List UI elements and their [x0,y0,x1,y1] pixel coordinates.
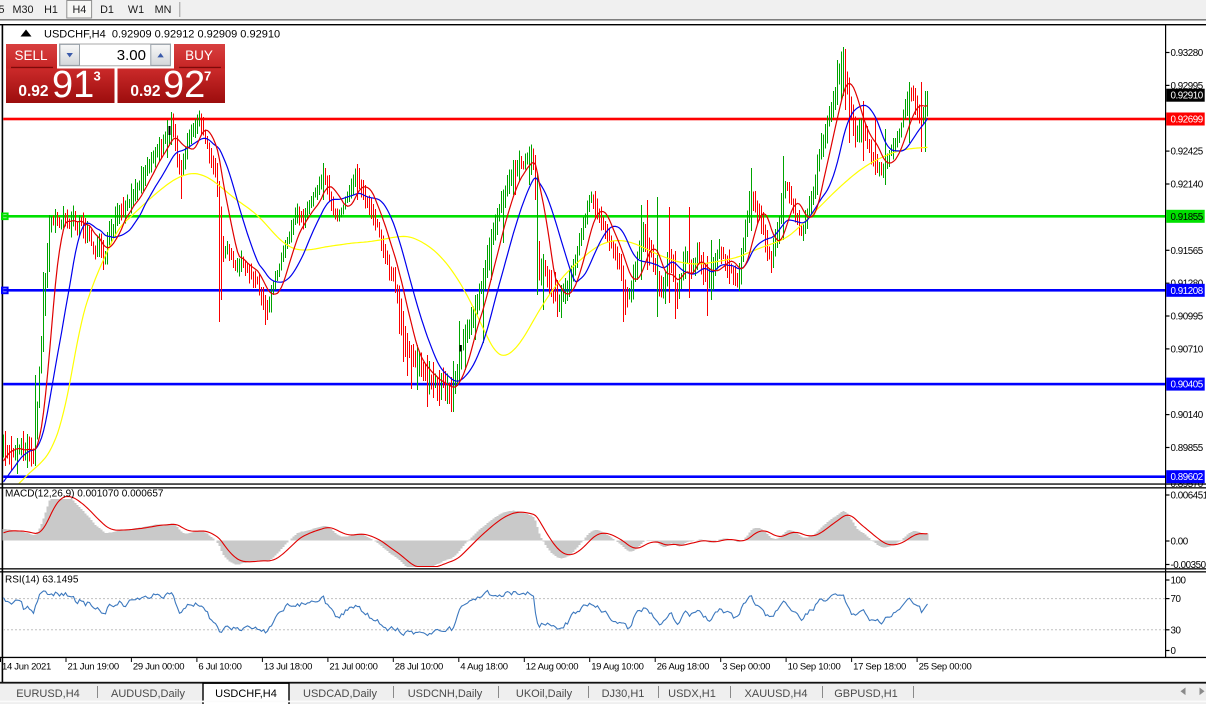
svg-text:D1: D1 [100,4,114,16]
svg-text:28 Jul 10:00: 28 Jul 10:00 [395,662,443,673]
svg-text:17 Sep 18:00: 17 Sep 18:00 [853,662,906,673]
svg-text:0.89855: 0.89855 [1171,443,1204,454]
svg-text:0.90140: 0.90140 [1171,410,1204,421]
svg-text:91: 91 [52,64,94,106]
svg-text:0.92: 0.92 [18,83,48,100]
svg-text:RSI(14) 63.1495: RSI(14) 63.1495 [5,575,79,586]
svg-text:30: 30 [1171,625,1182,636]
svg-text:0.92699: 0.92699 [1171,115,1203,126]
svg-text:SELL: SELL [14,48,48,63]
svg-text:0.90995: 0.90995 [1171,312,1204,323]
svg-text:USDCAD,Daily: USDCAD,Daily [303,688,377,700]
svg-text:13 Jul 18:00: 13 Jul 18:00 [264,662,312,673]
svg-text:4 Aug 18:00: 4 Aug 18:00 [460,662,507,673]
svg-text:0.89570: 0.89570 [1171,479,1204,490]
svg-text:26 Aug 18:00: 26 Aug 18:00 [657,662,709,673]
svg-text:M30: M30 [12,4,33,16]
svg-text:W1: W1 [128,4,144,16]
svg-text:70: 70 [1171,594,1182,605]
svg-text:EURUSD,H4: EURUSD,H4 [16,688,80,700]
svg-text:0.90710: 0.90710 [1171,344,1204,355]
svg-text:100: 100 [1171,576,1187,587]
svg-text:0.91855: 0.91855 [1171,212,1204,223]
svg-text:USDCHF,H4: USDCHF,H4 [215,688,277,700]
svg-text:3.00: 3.00 [117,47,146,64]
svg-text:6 Jul 10:00: 6 Jul 10:00 [198,662,241,673]
svg-text:3 Sep 00:00: 3 Sep 00:00 [722,662,770,673]
svg-text:AUDUSD,Daily: AUDUSD,Daily [111,688,185,700]
svg-text:0.92425: 0.92425 [1171,147,1204,158]
svg-text:10 Sep 10:00: 10 Sep 10:00 [788,662,841,673]
svg-text:0.92910: 0.92910 [1171,91,1204,102]
svg-text:25 Sep 00:00: 25 Sep 00:00 [919,662,972,673]
svg-text:0.00: 0.00 [1171,537,1189,548]
svg-text:MN: MN [155,4,172,16]
svg-text:0.91565: 0.91565 [1171,246,1204,257]
svg-text:-0.00350: -0.00350 [1171,560,1206,571]
svg-text:XAUUSD,H4: XAUUSD,H4 [745,688,808,700]
svg-text:MACD(12,26,9) 0.001070 0.00065: MACD(12,26,9) 0.001070 0.000657 [5,489,164,500]
svg-text:0: 0 [1171,646,1177,657]
svg-text:3: 3 [94,69,101,84]
svg-text:USDCHF,H4 0.92909 0.92912 0.9: USDCHF,H4 0.92909 0.92912 0.92909 0.9291… [44,29,280,41]
svg-text:5: 5 [0,4,5,16]
svg-text:12 Aug 00:00: 12 Aug 00:00 [526,662,578,673]
svg-text:H4: H4 [72,4,86,16]
svg-text:H1: H1 [44,4,58,16]
svg-text:UKOil,Daily: UKOil,Daily [516,688,573,700]
svg-text:USDX,H1: USDX,H1 [668,688,716,700]
svg-text:0.92140: 0.92140 [1171,180,1204,191]
svg-text:0.90405: 0.90405 [1171,380,1204,391]
svg-text:14 Jun 2021: 14 Jun 2021 [2,662,51,673]
svg-text:0.89602: 0.89602 [1171,472,1203,483]
svg-text:21 Jul 00:00: 21 Jul 00:00 [329,662,377,673]
svg-text:DJ30,H1: DJ30,H1 [602,688,645,700]
svg-text:0.93280: 0.93280 [1171,48,1204,59]
svg-text:GBPUSD,H1: GBPUSD,H1 [834,688,898,700]
svg-text:7: 7 [204,69,211,84]
svg-text:92: 92 [163,64,205,106]
svg-text:29 Jun 00:00: 29 Jun 00:00 [133,662,184,673]
svg-text:19 Aug 10:00: 19 Aug 10:00 [591,662,643,673]
svg-text:BUY: BUY [185,48,213,63]
svg-text:USDCNH,Daily: USDCNH,Daily [408,688,483,700]
svg-text:0.91208: 0.91208 [1171,286,1204,297]
svg-text:0.92995: 0.92995 [1171,81,1204,92]
svg-text:21 Jun 19:00: 21 Jun 19:00 [68,662,119,673]
svg-text:0.92: 0.92 [130,83,160,100]
svg-text:0.006451: 0.006451 [1171,491,1206,502]
